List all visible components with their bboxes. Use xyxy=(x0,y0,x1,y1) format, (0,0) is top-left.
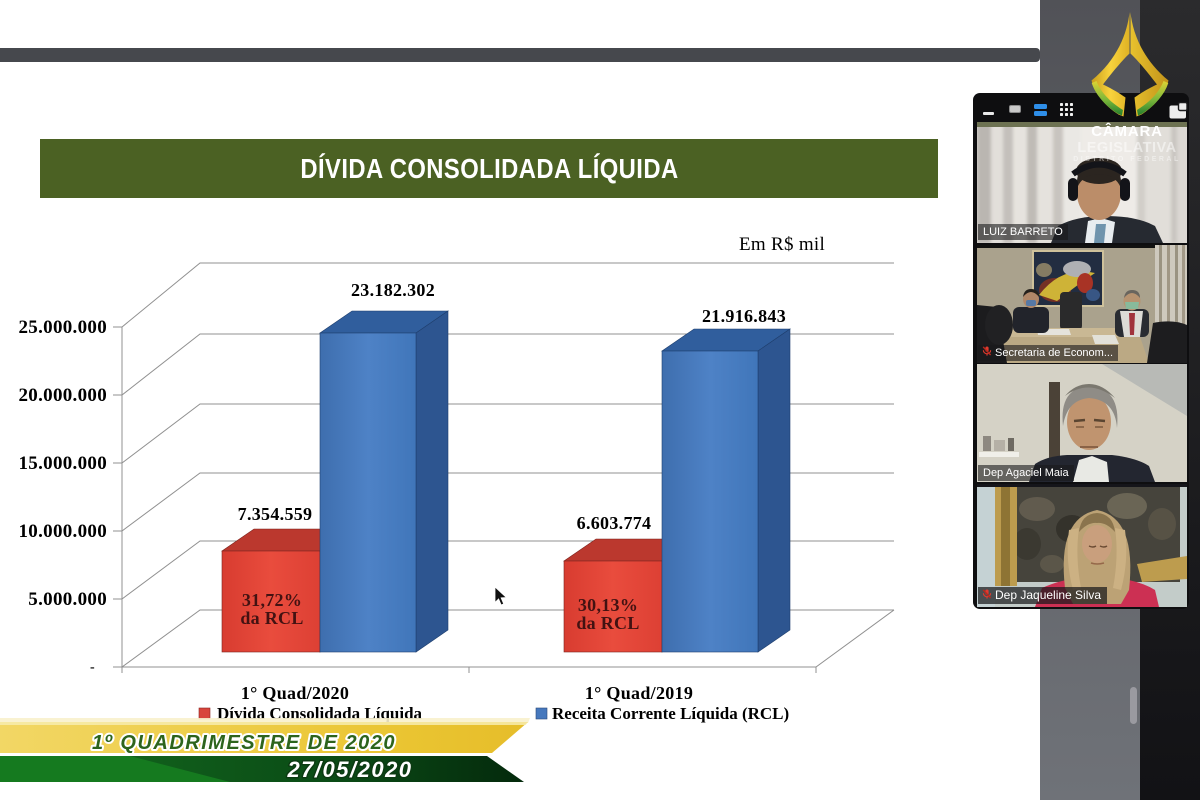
svg-text:5.000.000: 5.000.000 xyxy=(28,589,107,610)
svg-text:1° Quad/2019: 1° Quad/2019 xyxy=(585,683,693,703)
svg-text:23.182.302: 23.182.302 xyxy=(351,280,435,300)
svg-text:da RCL: da RCL xyxy=(240,608,303,628)
svg-text:-: - xyxy=(90,660,95,675)
svg-text:1° Quad/2020: 1° Quad/2020 xyxy=(241,683,349,703)
svg-text:20.000.000: 20.000.000 xyxy=(19,385,108,406)
svg-text:Receita Corrente Líquida (RCL): Receita Corrente Líquida (RCL) xyxy=(552,704,789,723)
svg-text:31,72%: 31,72% xyxy=(242,590,302,610)
svg-text:7.354.559: 7.354.559 xyxy=(238,504,313,524)
svg-text:15.000.000: 15.000.000 xyxy=(19,453,108,474)
svg-text:30,13%: 30,13% xyxy=(578,595,638,615)
svg-text:21.916.843: 21.916.843 xyxy=(702,306,786,326)
svg-text:27/05/2020: 27/05/2020 xyxy=(286,757,412,782)
svg-text:Em R$ mil: Em R$ mil xyxy=(739,234,825,255)
svg-text:25.000.000: 25.000.000 xyxy=(19,317,108,338)
svg-text:da RCL: da RCL xyxy=(576,613,639,633)
svg-text:10.000.000: 10.000.000 xyxy=(19,521,108,542)
svg-text:6.603.774: 6.603.774 xyxy=(577,513,652,533)
svg-text:1º QUADRIMESTRE DE 2020: 1º QUADRIMESTRE DE 2020 xyxy=(92,732,396,754)
